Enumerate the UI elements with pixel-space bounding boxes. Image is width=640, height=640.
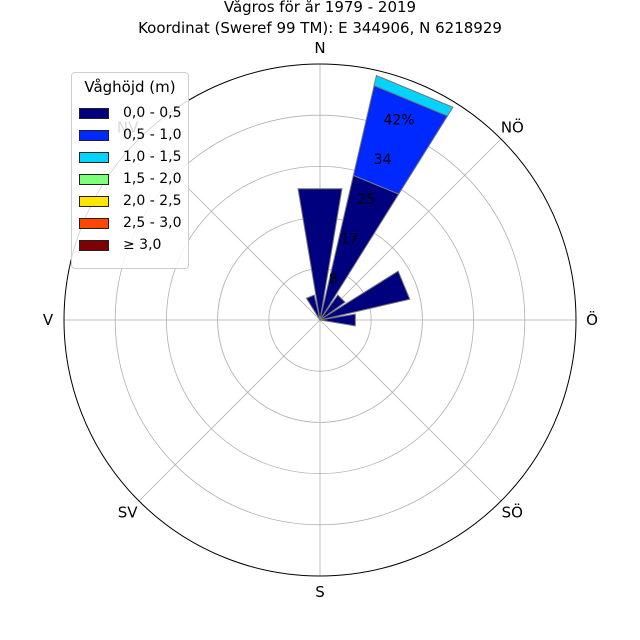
legend-label: ≥ 3,0: [123, 237, 162, 253]
radial-tick-label: 25: [357, 192, 375, 208]
legend-swatch: [79, 174, 109, 185]
bar-segment: [319, 270, 411, 321]
legend-item: ≥ 3,0: [79, 235, 187, 255]
radial-tick-label: 34: [374, 152, 392, 168]
legend-swatch: [79, 240, 109, 251]
radial-tick-label: 17: [341, 232, 359, 248]
radial-tick-label: 42%: [383, 112, 414, 128]
legend-label: 1,5 - 2,0: [123, 171, 182, 187]
legend-swatch: [79, 152, 109, 163]
legend: Våghöjd (m) 0,0 - 0,5 0,5 - 1,0 1,0 - 1,5 1…: [71, 72, 189, 269]
direction-label: SV: [118, 503, 139, 521]
direction-label: V: [43, 311, 54, 329]
chart-subtitle: Koordinat (Sweref 99 TM): E 344906, N 62…: [138, 19, 502, 37]
legend-label: 2,5 - 3,0: [123, 215, 182, 231]
legend-item: 1,0 - 1,5: [79, 147, 187, 167]
direction-label: Ö: [586, 310, 598, 329]
legend-label: 1,0 - 1,5: [123, 149, 182, 165]
bar-segment: [373, 74, 454, 117]
legend-label: 0,0 - 0,5: [123, 105, 182, 121]
grid-spoke: [138, 319, 321, 502]
grid-spoke: [319, 138, 502, 321]
legend-item: 2,0 - 2,5: [79, 191, 187, 211]
legend-item: 0,5 - 1,0: [79, 125, 187, 145]
chart-title: Vågros för år 1979 - 2019: [223, 0, 417, 16]
direction-label: S: [315, 583, 325, 601]
polar-boundary: [63, 63, 577, 577]
bar-segment: [297, 188, 343, 321]
direction-label: SÖ: [502, 502, 523, 521]
bar-segment: [319, 313, 356, 327]
radial-tick-label: 8: [329, 271, 338, 287]
legend-item: 1,5 - 2,0: [79, 169, 187, 189]
legend-label: 2,0 - 2,5: [123, 193, 182, 209]
grid-spoke: [319, 319, 502, 502]
direction-label: N: [314, 39, 325, 57]
bar-segment: [319, 294, 346, 321]
legend-swatch: [79, 108, 109, 119]
legend-item: 2,5 - 3,0: [79, 213, 187, 233]
legend-title: Våghöjd (m): [84, 78, 176, 96]
legend-swatch: [79, 130, 109, 141]
legend-swatch: [79, 218, 109, 229]
legend-swatch: [79, 196, 109, 207]
legend-item: 0,0 - 0,5: [79, 103, 187, 123]
direction-label: NÖ: [501, 118, 524, 137]
bar-segment: [305, 294, 321, 321]
legend-label: 0,5 - 1,0: [123, 127, 182, 143]
